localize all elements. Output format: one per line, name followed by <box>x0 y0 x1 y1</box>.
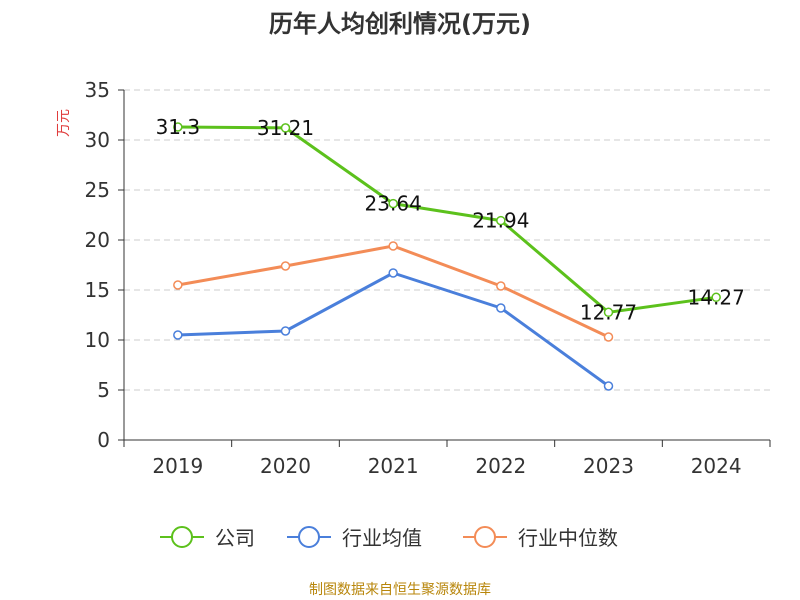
data-point <box>603 381 614 391</box>
data-point <box>496 303 506 313</box>
x-tick-label: 2020 <box>260 454 311 478</box>
data-point <box>711 292 721 303</box>
data-point <box>173 330 183 340</box>
x-tick-label: 2024 <box>691 454 742 478</box>
data-point <box>173 280 183 290</box>
data-point <box>280 123 291 133</box>
data-point <box>603 332 614 342</box>
series-group <box>173 122 721 391</box>
data-point <box>280 326 291 336</box>
data-point <box>388 241 398 251</box>
legend-marker <box>298 526 320 548</box>
x-tick-label: 2019 <box>152 454 203 478</box>
y-tick-label: 15 <box>85 278 110 302</box>
data-point <box>388 268 398 278</box>
data-label: 12.77 <box>580 300 637 324</box>
y-axis-unit-label: 万元 <box>56 109 72 137</box>
series-line <box>177 125 717 314</box>
y-tick-label: 35 <box>85 78 110 102</box>
chart-title: 历年人均创利情况(万元) <box>269 10 531 38</box>
series-line <box>177 271 610 388</box>
legend-label: 行业均值 <box>342 526 422 550</box>
y-tick-label: 30 <box>85 128 110 152</box>
series-line <box>177 244 610 339</box>
grid-lines <box>124 89 770 391</box>
data-point <box>496 281 506 291</box>
legend: 公司 行业均值 行业中位数 <box>160 526 618 550</box>
legend-label: 行业中位数 <box>518 526 618 550</box>
data-label: 21.94 <box>472 209 529 233</box>
legend-label: 公司 <box>215 526 255 550</box>
x-tick-label: 2021 <box>368 454 419 478</box>
data-label: 14.27 <box>688 285 745 309</box>
legend-marker <box>171 526 193 548</box>
data-point <box>603 307 614 318</box>
data-point <box>280 261 291 271</box>
data-labels: 31.3 31.21 23.64 21.94 12.77 14.27 <box>156 115 745 324</box>
data-label: 23.64 <box>365 192 422 216</box>
y-tick-label: 0 <box>97 428 110 452</box>
y-tick-label: 10 <box>85 328 110 352</box>
data-point <box>388 198 398 209</box>
data-point <box>496 215 506 226</box>
source-note: 制图数据来自恒生聚源数据库 <box>309 582 491 598</box>
y-tick-labels: 0 5 10 15 20 25 30 35 <box>85 78 110 452</box>
data-label: 31.21 <box>257 116 314 140</box>
x-tick-labels: 2019 2020 2021 2022 2023 2024 <box>152 454 741 478</box>
y-tick-label: 25 <box>85 178 110 202</box>
y-tick-label: 5 <box>97 378 110 402</box>
data-point <box>173 122 183 132</box>
x-tick-label: 2023 <box>583 454 634 478</box>
axes <box>118 89 771 447</box>
y-tick-label: 20 <box>85 228 110 252</box>
legend-marker <box>474 526 496 548</box>
x-tick-label: 2022 <box>475 454 526 478</box>
data-label: 31.3 <box>156 115 201 139</box>
